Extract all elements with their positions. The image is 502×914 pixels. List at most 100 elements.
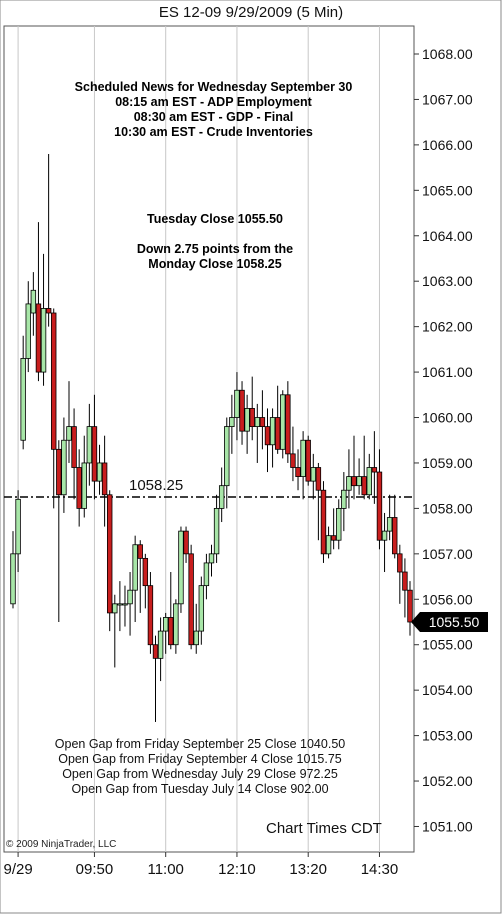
y-tick-label: 1057.00 [422,546,473,562]
x-tick-label: 09:50 [76,861,114,878]
candle-body-up [86,426,93,464]
candle-body-up [61,439,67,496]
candle [397,544,403,604]
news-heading: Scheduled News for Wednesday September 3… [74,80,353,94]
candle [351,435,357,500]
chart-title: ES 12-09 9/29/2009 (5 Min) [158,4,344,21]
candle [376,449,383,550]
candle-body-up [381,530,388,541]
candle-body-down [371,467,378,473]
candle-body-up [40,308,47,373]
candle-body-up [218,485,225,509]
close-annotation: Tuesday Close 1055.50 Down 2.75 points f… [55,212,375,272]
candle-body-down [45,308,52,314]
candle-body-down [101,462,108,496]
candle [325,526,332,559]
candle-body-up [193,630,199,646]
x-tick-label: 9/29 [3,861,32,878]
close-line: Down 2.75 points from the [136,242,294,256]
candle [66,381,72,463]
candle [168,572,174,650]
y-tick-label: 1053.00 [422,728,473,744]
candle [407,581,413,636]
candle-body-up [162,617,169,632]
candle [386,494,393,541]
candle-body-down [183,530,189,555]
candle-body-up [157,630,164,659]
candle-body-up [366,467,372,496]
candle-body-down [188,553,194,646]
candle [356,458,362,495]
candles [10,153,413,722]
candle-body-down [295,467,301,477]
candle-body-up [198,585,205,632]
candle [381,512,388,573]
candle-body-up [280,394,286,450]
candle [229,394,235,454]
candle-body-down [71,426,77,468]
candle-body-down [330,535,337,541]
candle-body-down [35,303,42,373]
candle-body-down [239,389,245,432]
gap-line: Open Gap from Tuesday July 14 Close 902.… [71,782,329,796]
candle-body-up [20,358,26,441]
close-line: Tuesday Close 1055.50 [147,212,283,226]
candle [112,594,118,668]
candle [305,435,311,486]
candle-body-up [81,462,87,509]
candle [91,394,98,500]
y-tick-label: 1059.00 [422,455,473,471]
y-tick-label: 1066.00 [422,137,473,153]
candle-body-up [234,389,240,418]
candle [341,472,347,532]
candle-body-down [152,644,159,659]
candle [20,335,26,450]
candle-body-up [96,462,103,482]
candle [361,435,367,500]
news-annotation: Scheduled News for Wednesday September 3… [30,80,397,140]
candle [218,467,225,523]
candle-body-up [208,553,215,564]
candle [96,444,103,495]
candle [213,494,220,563]
candle-body-up [132,544,138,591]
candle-body-down [142,557,149,587]
candle-body-up [325,535,332,555]
candle-body-down [361,476,367,496]
candle [336,499,342,550]
candle [30,272,37,336]
candle [274,385,281,454]
candle-body-down [264,426,271,446]
candle-body-down [107,494,113,614]
candle [280,390,286,459]
y-tick-label: 1062.00 [422,319,473,335]
news-item: 08:30 am EST - GDP - Final [133,110,294,124]
candle [173,599,179,654]
candle [178,526,184,613]
candle-body-down [168,617,174,646]
candle [61,417,67,513]
candle-body-down [137,544,143,559]
candle-body-down [56,448,62,496]
candle-body-up [386,517,393,532]
candle-body-up [173,603,179,646]
y-tick-label: 1055.00 [422,637,473,653]
y-tick-label: 1054.00 [422,682,473,698]
reference-line-label: 1058.25 [129,477,184,494]
close-line: Monday Close 1058.25 [148,257,282,271]
candle-body-up [254,417,261,428]
candle [259,390,266,450]
candle [107,490,113,632]
candle [249,376,255,441]
candle-body-up [341,489,347,509]
candle [45,153,52,327]
candle-body-down [274,417,281,450]
candle-body-up [229,417,235,428]
candle-body-down [290,453,296,468]
candle [239,381,245,445]
candle [132,535,138,622]
x-tick-label: 13:20 [289,861,327,878]
candle [40,253,47,386]
candle [122,585,128,627]
candle-body-down [249,408,255,428]
